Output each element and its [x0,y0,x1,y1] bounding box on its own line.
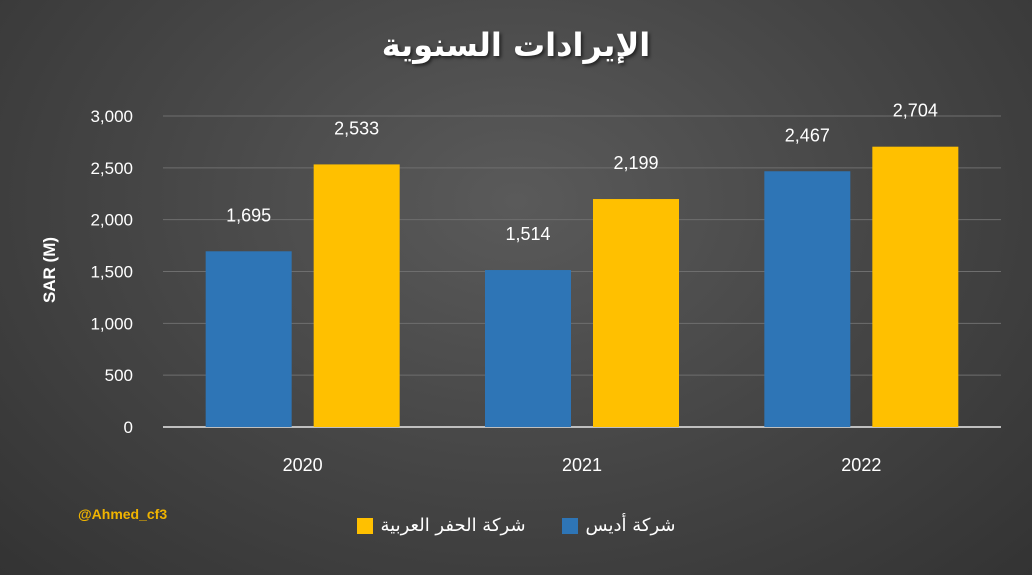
data-label: 2,467 [785,125,830,145]
bar-2021-series-1 [593,199,679,427]
legend-item-series-1: شركة الحفر العربية [356,515,526,536]
data-label: 1,514 [505,224,550,244]
legend-label: شركة أديس [585,515,676,536]
bar-2020-series-0 [205,251,292,427]
x-tick-label: 2021 [562,455,602,475]
bar-2020-series-1 [313,164,400,427]
x-tick-label: 2022 [841,455,881,475]
bar-2021-series-0 [485,270,571,427]
y-tick-label: 500 [105,366,133,385]
data-label: 1,695 [226,205,271,225]
data-label: 2,533 [334,118,379,138]
watermark-handle: @Ahmed_cf3 [78,506,168,522]
y-tick-label: 1,000 [90,314,133,333]
y-tick-label: 1,500 [90,263,133,282]
legend-swatch [356,517,373,534]
bar-2022-series-0 [764,171,851,427]
y-tick-label: 3,000 [90,107,133,126]
bar-2022-series-1 [872,146,959,427]
data-label: 2,704 [893,101,938,121]
chart-title: الإيرادات السنوية [381,26,651,64]
chart-legend: شركة الحفر العربية شركة أديس [0,515,1032,536]
legend-swatch [561,517,578,534]
legend-item-series-0: شركة أديس [561,515,676,536]
x-tick-label: 2020 [283,455,323,475]
y-tick-label: 2,000 [90,211,133,230]
data-label: 2,199 [613,153,658,173]
y-tick-label: 2,500 [90,159,133,178]
y-tick-label: 0 [124,418,133,437]
legend-label: شركة الحفر العربية [380,515,526,536]
